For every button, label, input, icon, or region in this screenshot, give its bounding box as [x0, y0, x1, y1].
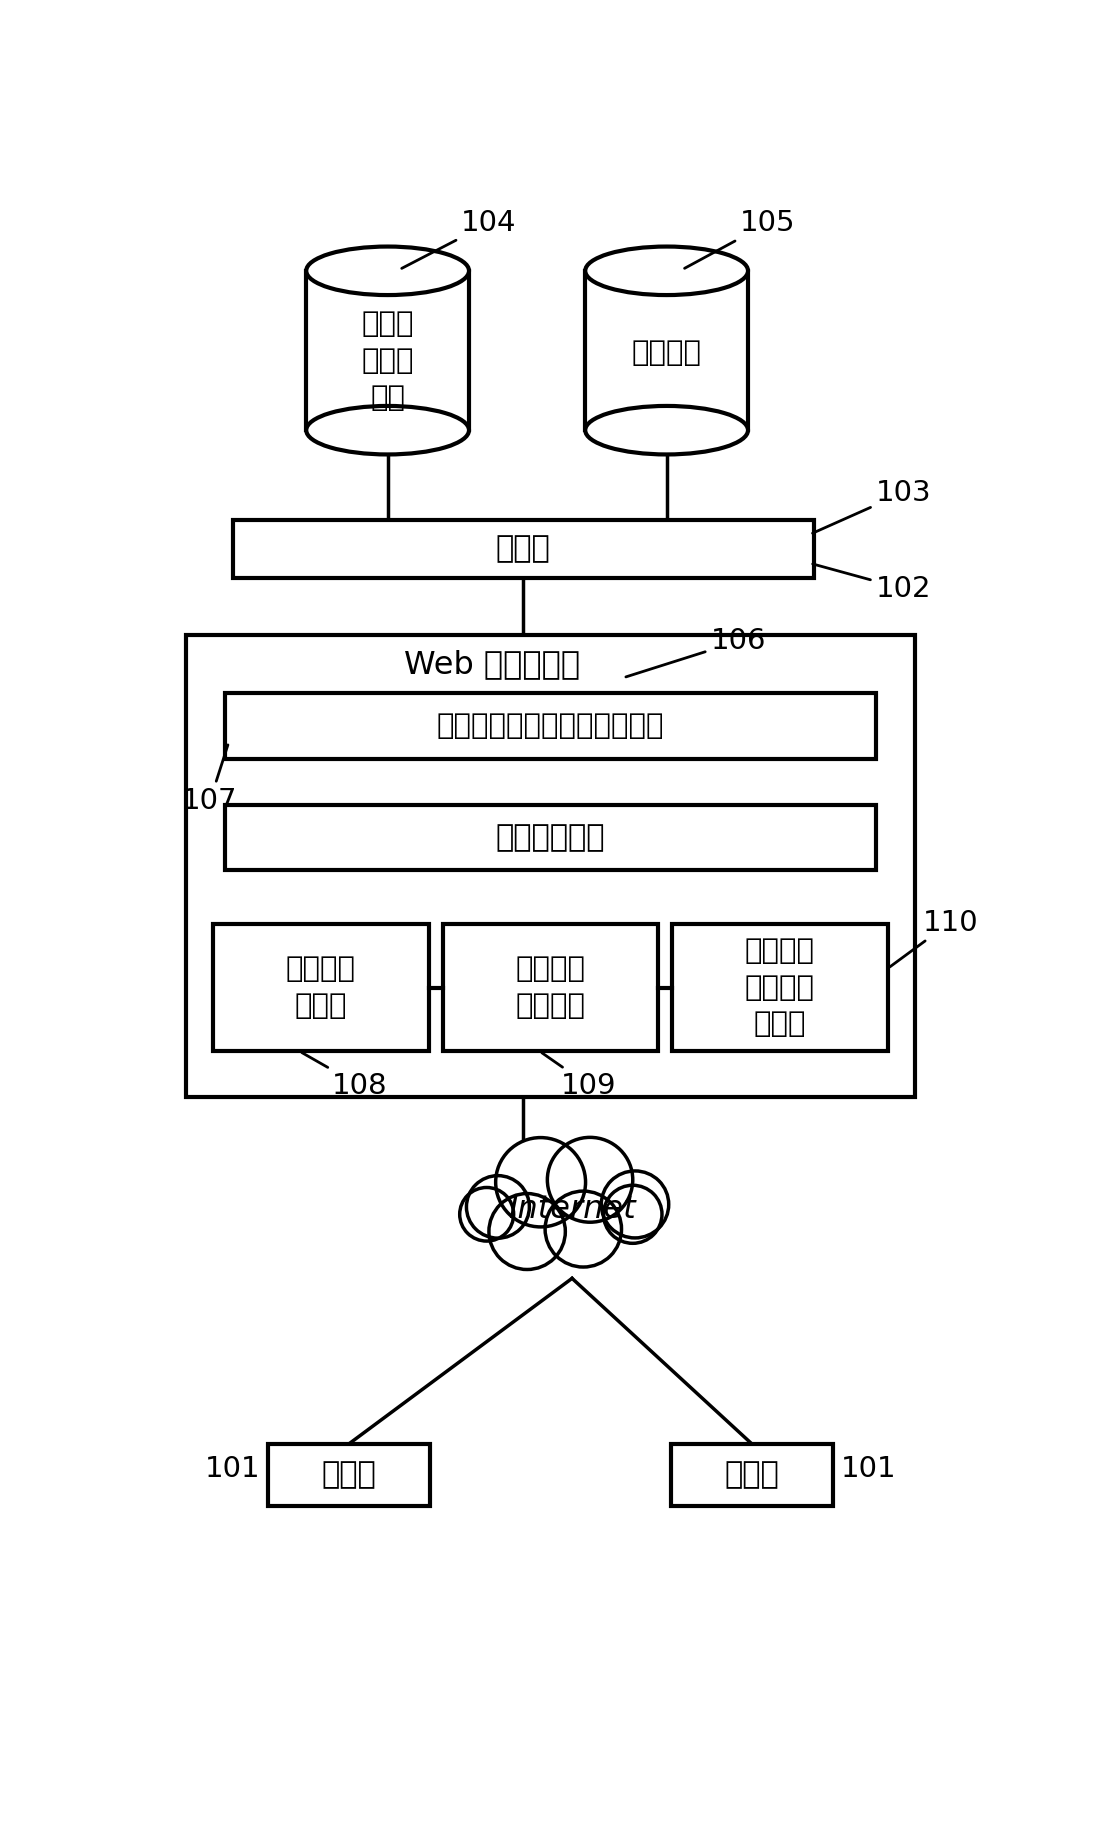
Bar — [442, 924, 658, 1050]
Bar — [670, 1444, 833, 1506]
Bar — [187, 635, 915, 1098]
Text: 客户端: 客户端 — [322, 1460, 376, 1490]
Ellipse shape — [306, 406, 469, 454]
Bar — [232, 520, 814, 578]
Circle shape — [601, 1171, 669, 1237]
Text: 罕见病
病例数
据库: 罕见病 病例数 据库 — [362, 309, 414, 412]
Text: 104: 104 — [402, 209, 517, 269]
Text: 客户端: 客户端 — [725, 1460, 780, 1490]
Bar — [225, 805, 876, 871]
Bar — [585, 271, 748, 430]
Text: 元数据管
理组件: 元数据管 理组件 — [286, 955, 356, 1019]
Text: 108: 108 — [302, 1052, 388, 1100]
Text: 102: 102 — [813, 564, 932, 602]
Text: 107: 107 — [182, 745, 238, 814]
Text: 103: 103 — [812, 479, 932, 533]
Text: 110: 110 — [890, 908, 978, 966]
Text: 罕见病病
例数据管
理组件: 罕见病病 例数据管 理组件 — [745, 937, 814, 1038]
Bar — [213, 924, 429, 1050]
Circle shape — [467, 1175, 529, 1239]
Bar — [306, 271, 469, 430]
Text: 105: 105 — [685, 209, 795, 269]
Text: Web 应用服务器: Web 应用服务器 — [404, 650, 580, 681]
Circle shape — [460, 1188, 514, 1241]
Text: 交换机: 交换机 — [496, 534, 551, 564]
Circle shape — [496, 1138, 585, 1226]
Bar — [225, 694, 876, 759]
Circle shape — [603, 1186, 662, 1243]
Text: 101: 101 — [840, 1455, 896, 1482]
Text: Internet: Internet — [508, 1193, 636, 1224]
Text: 106: 106 — [626, 628, 766, 677]
Text: 元数据库: 元数据库 — [631, 339, 701, 368]
Text: 审核管理组件: 审核管理组件 — [496, 824, 605, 853]
Ellipse shape — [585, 406, 748, 454]
Bar — [672, 924, 888, 1050]
Text: 用户身份认证与权限管理组件: 用户身份认证与权限管理组件 — [437, 712, 665, 739]
Circle shape — [545, 1191, 621, 1266]
Circle shape — [489, 1193, 565, 1270]
Text: 101: 101 — [204, 1455, 260, 1482]
Text: 表单模板
管理组件: 表单模板 管理组件 — [515, 955, 585, 1019]
Circle shape — [547, 1138, 632, 1222]
Ellipse shape — [585, 247, 748, 295]
Bar — [267, 1444, 430, 1506]
Circle shape — [509, 1147, 634, 1274]
Ellipse shape — [306, 247, 469, 295]
Text: 109: 109 — [542, 1052, 617, 1100]
